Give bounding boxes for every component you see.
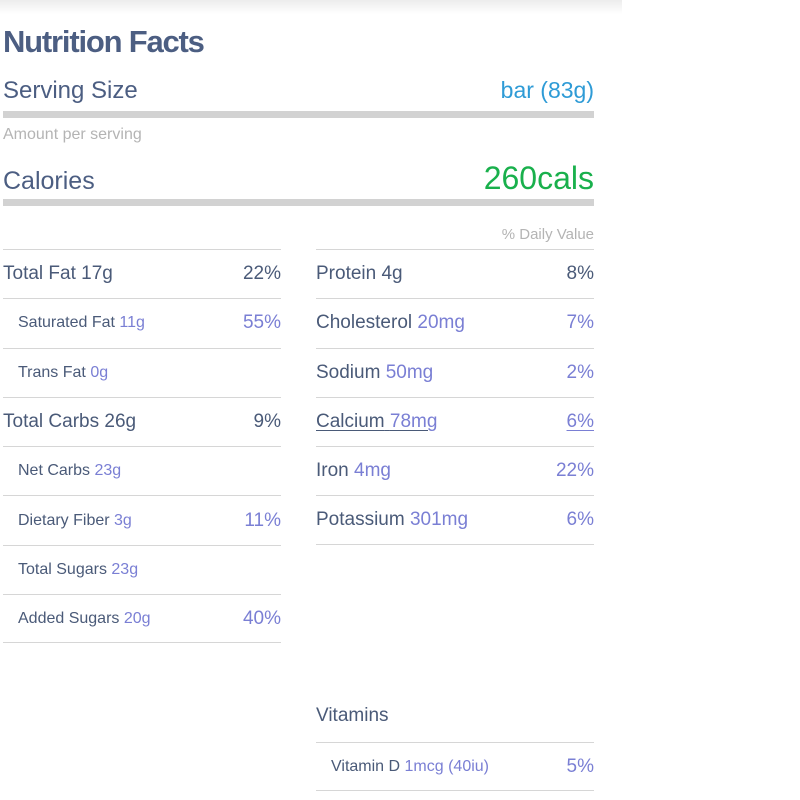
nutrient-label: Added Sugars [18,609,120,627]
nutrient-row-cholesterol: Cholesterol 20mg 7% [316,298,594,347]
nutrient-label: Sodium [316,361,381,383]
nutrient-amount[interactable]: 78mg [389,411,438,433]
nutrient-amount: 301mg [409,509,469,531]
serving-size-row: Serving Size bar (83g) [3,77,594,105]
nutrient-amount: 4mg [354,460,391,482]
nutrient-amount: 4g [381,263,403,285]
calories-row: Calories 260cals [3,160,594,197]
nutrient-row-potassium: Potassium 301mg 6% [316,495,594,545]
vitamin-label: Vitamin D [331,757,401,775]
serving-size-label: Serving Size [3,77,138,104]
nutrients-left-column: Total Fat 17g 22% Saturated Fat 11g 55% … [3,249,281,644]
nutrient-daily-value: 40% [242,607,281,629]
nutrient-row-total-fat: Total Fat 17g 22% [3,249,281,298]
nutrient-label: Protein [316,263,377,285]
nutrient-row-dietary-fiber: Dietary Fiber 3g 11% [3,495,281,544]
nutrient-label-link[interactable]: Calcium [316,411,385,433]
nutrient-daily-value-link[interactable]: 6% [566,411,594,433]
nutrient-amount: 11g [119,314,145,332]
amount-per-serving-label: Amount per serving [3,126,142,143]
nutrient-amount: 3g [114,511,132,529]
serving-size-value[interactable]: bar (83g) [500,77,594,103]
nutrient-amount: 20g [123,609,151,627]
nutrient-row-calcium[interactable]: Calcium 78mg 6% [316,396,594,446]
nutrient-label: Total Fat [3,263,76,285]
nutrient-row-total-sugars: Total Sugars 23g [3,544,281,594]
nutrient-label: Total Carbs [3,411,100,433]
nutrient-row-trans-fat: Trans Fat 0g [3,347,281,397]
divider-thick [3,111,594,118]
nutrient-amount: 26g [104,411,137,433]
top-shadow [0,0,622,14]
vitamins-list: Vitamin D 1mcg (40iu) 5% [316,742,594,792]
vitamin-amount: 1mcg (40iu) [404,757,489,775]
nutrient-daily-value: 2% [566,361,594,383]
nutrient-daily-value: 22% [242,263,281,285]
nutrient-daily-value: 11% [244,509,281,531]
nutrient-label: Dietary Fiber [18,511,110,529]
nutrient-label: Total Sugars [18,560,107,578]
nutrient-row-iron: Iron 4mg 22% [316,446,594,495]
nutrients-right-column: Protein 4g 8% Cholesterol 20mg 7% Sodium… [316,249,594,545]
nutrient-amount: 23g [111,560,139,578]
nutrient-daily-value: 8% [566,263,594,285]
nutrient-label: Trans Fat [18,363,86,381]
nutrient-row-total-carbs: Total Carbs 26g 9% [3,396,281,446]
page-title: Nutrition Facts [3,24,205,59]
nutrient-row-net-carbs: Net Carbs 23g [3,446,281,495]
nutrient-label: Saturated Fat [18,314,115,332]
divider-thick [3,199,594,206]
nutrient-label: Potassium [316,509,405,531]
calories-value: 260cals [483,160,594,196]
nutrient-daily-value: 9% [253,411,281,433]
nutrient-row-saturated-fat: Saturated Fat 11g 55% [3,298,281,347]
nutrient-amount: 50mg [385,361,434,383]
calories-label: Calories [3,167,95,195]
nutrient-amount: 0g [90,363,109,381]
vitamin-row-vitamin-d: Vitamin D 1mcg (40iu) 5% [316,742,594,792]
nutrient-amount: 17g [81,263,113,285]
nutrient-row-added-sugars: Added Sugars 20g 40% [3,594,281,644]
nutrient-daily-value: 22% [555,460,594,482]
nutrient-amount: 23g [94,462,122,480]
nutrient-row-sodium: Sodium 50mg 2% [316,347,594,397]
nutrient-label: Cholesterol [316,312,413,334]
daily-value-header: % Daily Value [501,226,594,243]
nutrient-label: Iron [316,460,349,482]
vitamins-heading: Vitamins [316,705,389,726]
nutrient-daily-value: 6% [566,509,594,531]
nutrient-label: Net Carbs [18,462,91,480]
nutrient-row-protein: Protein 4g 8% [316,249,594,298]
nutrient-daily-value: 7% [566,312,594,334]
nutrient-daily-value: 55% [242,312,281,334]
nutrient-amount: 20mg [417,312,465,334]
vitamin-daily-value: 5% [566,755,594,777]
